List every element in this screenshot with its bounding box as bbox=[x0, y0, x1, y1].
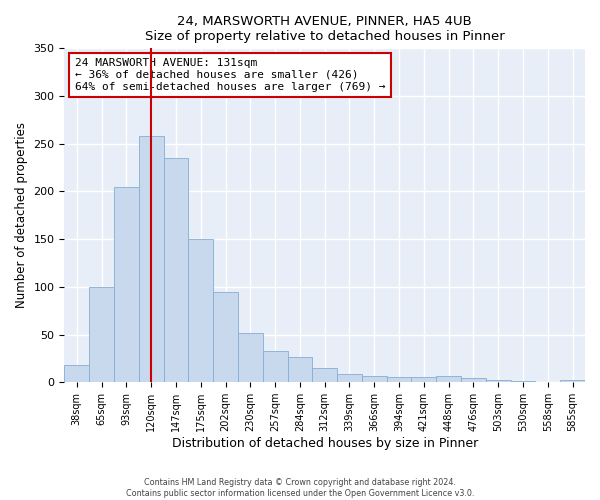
Bar bbox=[164, 158, 188, 382]
Bar bbox=[139, 136, 164, 382]
Title: 24, MARSWORTH AVENUE, PINNER, HA5 4UB
Size of property relative to detached hous: 24, MARSWORTH AVENUE, PINNER, HA5 4UB Si… bbox=[145, 15, 505, 43]
Bar bbox=[287, 358, 313, 382]
Text: 24 MARSWORTH AVENUE: 131sqm
← 36% of detached houses are smaller (426)
64% of se: 24 MARSWORTH AVENUE: 131sqm ← 36% of det… bbox=[75, 58, 385, 92]
Bar bbox=[213, 292, 238, 382]
Bar bbox=[412, 378, 436, 382]
Bar bbox=[188, 239, 213, 382]
Bar bbox=[436, 376, 461, 382]
Bar bbox=[362, 376, 386, 382]
Bar bbox=[560, 380, 585, 382]
Bar bbox=[337, 374, 362, 382]
X-axis label: Distribution of detached houses by size in Pinner: Distribution of detached houses by size … bbox=[172, 437, 478, 450]
Bar bbox=[461, 378, 486, 382]
Bar bbox=[486, 380, 511, 382]
Bar bbox=[238, 332, 263, 382]
Y-axis label: Number of detached properties: Number of detached properties bbox=[15, 122, 28, 308]
Text: Contains HM Land Registry data © Crown copyright and database right 2024.
Contai: Contains HM Land Registry data © Crown c… bbox=[126, 478, 474, 498]
Bar bbox=[64, 365, 89, 382]
Bar bbox=[386, 378, 412, 382]
Bar bbox=[114, 186, 139, 382]
Bar bbox=[263, 350, 287, 382]
Bar bbox=[313, 368, 337, 382]
Bar bbox=[89, 287, 114, 382]
